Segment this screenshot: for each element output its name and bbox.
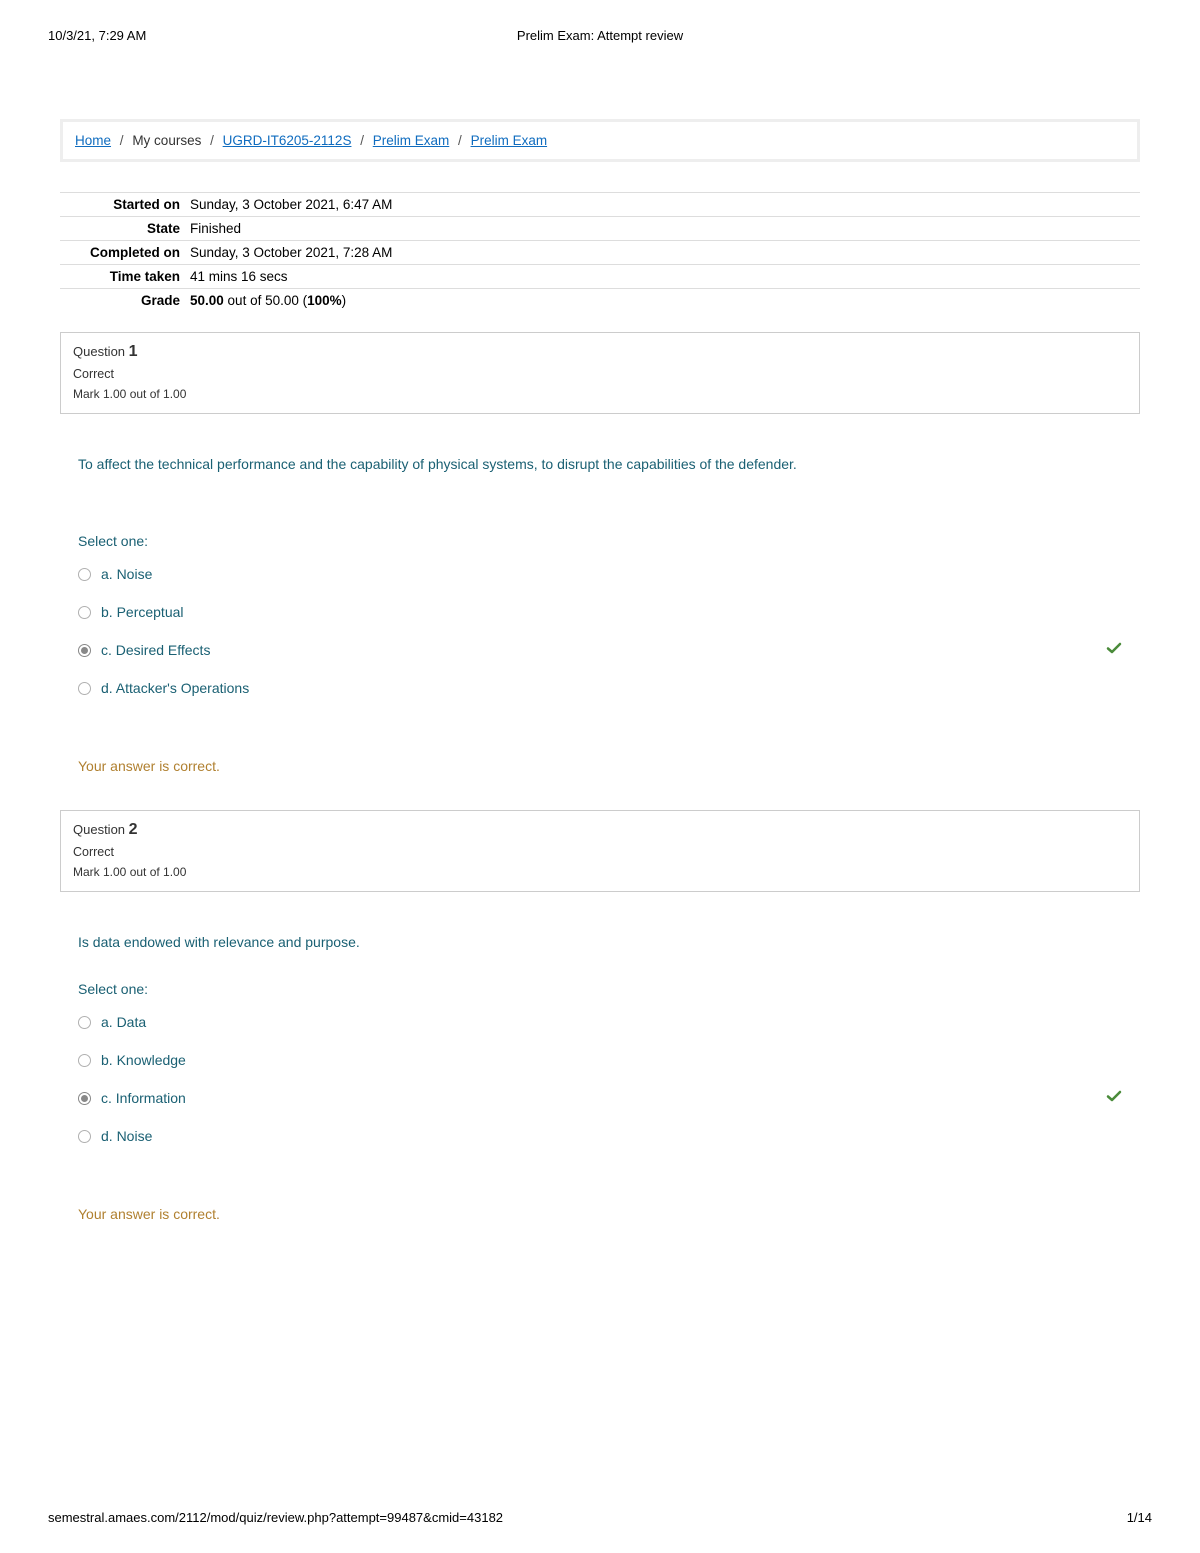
answer-feedback: Your answer is correct. [78, 1206, 1122, 1222]
radio-icon [78, 568, 91, 581]
footer-page: 1/14 [1127, 1510, 1152, 1525]
radio-icon [78, 682, 91, 695]
summary-row: Completed on Sunday, 3 October 2021, 7:2… [60, 241, 1140, 265]
options-list: a. Noise b. Perceptual c. Desired Effect… [78, 559, 1122, 703]
option-row[interactable]: d. Noise [78, 1121, 1122, 1151]
header-timestamp: 10/3/21, 7:29 AM [48, 28, 146, 43]
option-label: d. Attacker's Operations [101, 680, 249, 696]
select-one-label: Select one: [78, 981, 1122, 997]
breadcrumb-sep: / [458, 133, 462, 148]
answer-feedback: Your answer is correct. [78, 758, 1122, 774]
question-info-box: Question 1 Correct Mark 1.00 out of 1.00 [60, 332, 1140, 414]
radio-icon [78, 644, 91, 657]
check-icon [1106, 640, 1122, 661]
summary-grade-value: 50.00 out of 50.00 (100%) [190, 289, 1140, 313]
option-label: a. Noise [101, 566, 152, 582]
radio-icon [78, 606, 91, 619]
breadcrumb-course-link[interactable]: UGRD-IT6205-2112S [223, 133, 352, 148]
check-icon [1106, 1088, 1122, 1109]
question-text: Is data endowed with relevance and purpo… [78, 932, 1122, 953]
summary-value: Sunday, 3 October 2021, 7:28 AM [190, 241, 1140, 265]
summary-value: Finished [190, 217, 1140, 241]
summary-value: Sunday, 3 October 2021, 6:47 AM [190, 193, 1140, 217]
question-number: Question 2 [73, 821, 1127, 839]
page-content: Home / My courses / UGRD-IT6205-2112S / … [0, 119, 1200, 1222]
option-label: c. Desired Effects [101, 642, 210, 658]
question-content: Is data endowed with relevance and purpo… [60, 892, 1140, 1222]
option-row[interactable]: c. Desired Effects [78, 635, 1122, 665]
option-label: b. Perceptual [101, 604, 184, 620]
question-content: To affect the technical performance and … [60, 414, 1140, 774]
breadcrumb-page-link[interactable]: Prelim Exam [471, 133, 548, 148]
radio-icon [78, 1016, 91, 1029]
attempt-summary-table: Started on Sunday, 3 October 2021, 6:47 … [60, 192, 1140, 312]
question-text: To affect the technical performance and … [78, 454, 1122, 475]
option-row[interactable]: a. Noise [78, 559, 1122, 589]
option-row[interactable]: b. Knowledge [78, 1045, 1122, 1075]
breadcrumb-home-link[interactable]: Home [75, 133, 111, 148]
grade-pct: 100% [307, 293, 342, 308]
option-row[interactable]: c. Information [78, 1083, 1122, 1113]
radio-icon [78, 1054, 91, 1067]
summary-label: Completed on [60, 241, 190, 265]
question-info-box: Question 2 Correct Mark 1.00 out of 1.00 [60, 810, 1140, 892]
option-label: c. Information [101, 1090, 186, 1106]
question-status: Correct [73, 845, 1127, 859]
breadcrumb-sep: / [120, 133, 124, 148]
breadcrumb: Home / My courses / UGRD-IT6205-2112S / … [60, 119, 1140, 162]
summary-row: Started on Sunday, 3 October 2021, 6:47 … [60, 193, 1140, 217]
footer-url: semestral.amaes.com/2112/mod/quiz/review… [48, 1510, 503, 1525]
radio-icon [78, 1092, 91, 1105]
option-label: d. Noise [101, 1128, 152, 1144]
breadcrumb-sep: / [210, 133, 214, 148]
header-title: Prelim Exam: Attempt review [517, 28, 683, 43]
question-mark: Mark 1.00 out of 1.00 [73, 387, 1127, 401]
question-number: Question 1 [73, 343, 1127, 361]
select-one-label: Select one: [78, 533, 1122, 549]
option-row[interactable]: a. Data [78, 1007, 1122, 1037]
grade-score: 50.00 [190, 293, 224, 308]
summary-value: 41 mins 16 secs [190, 265, 1140, 289]
summary-label: State [60, 217, 190, 241]
option-label: a. Data [101, 1014, 146, 1030]
breadcrumb-section-link[interactable]: Prelim Exam [373, 133, 450, 148]
summary-row: Time taken 41 mins 16 secs [60, 265, 1140, 289]
print-footer: semestral.amaes.com/2112/mod/quiz/review… [48, 1510, 1152, 1525]
summary-label: Grade [60, 289, 190, 313]
summary-row: State Finished [60, 217, 1140, 241]
summary-row-grade: Grade 50.00 out of 50.00 (100%) [60, 289, 1140, 313]
breadcrumb-mycourses: My courses [132, 133, 201, 148]
option-row[interactable]: d. Attacker's Operations [78, 673, 1122, 703]
question-mark: Mark 1.00 out of 1.00 [73, 865, 1127, 879]
summary-label: Time taken [60, 265, 190, 289]
question-status: Correct [73, 367, 1127, 381]
breadcrumb-sep: / [360, 133, 364, 148]
summary-label: Started on [60, 193, 190, 217]
print-header: 10/3/21, 7:29 AM Prelim Exam: Attempt re… [0, 0, 1200, 43]
option-row[interactable]: b. Perceptual [78, 597, 1122, 627]
option-label: b. Knowledge [101, 1052, 186, 1068]
options-list: a. Data b. Knowledge c. Information d. N… [78, 1007, 1122, 1151]
radio-icon [78, 1130, 91, 1143]
